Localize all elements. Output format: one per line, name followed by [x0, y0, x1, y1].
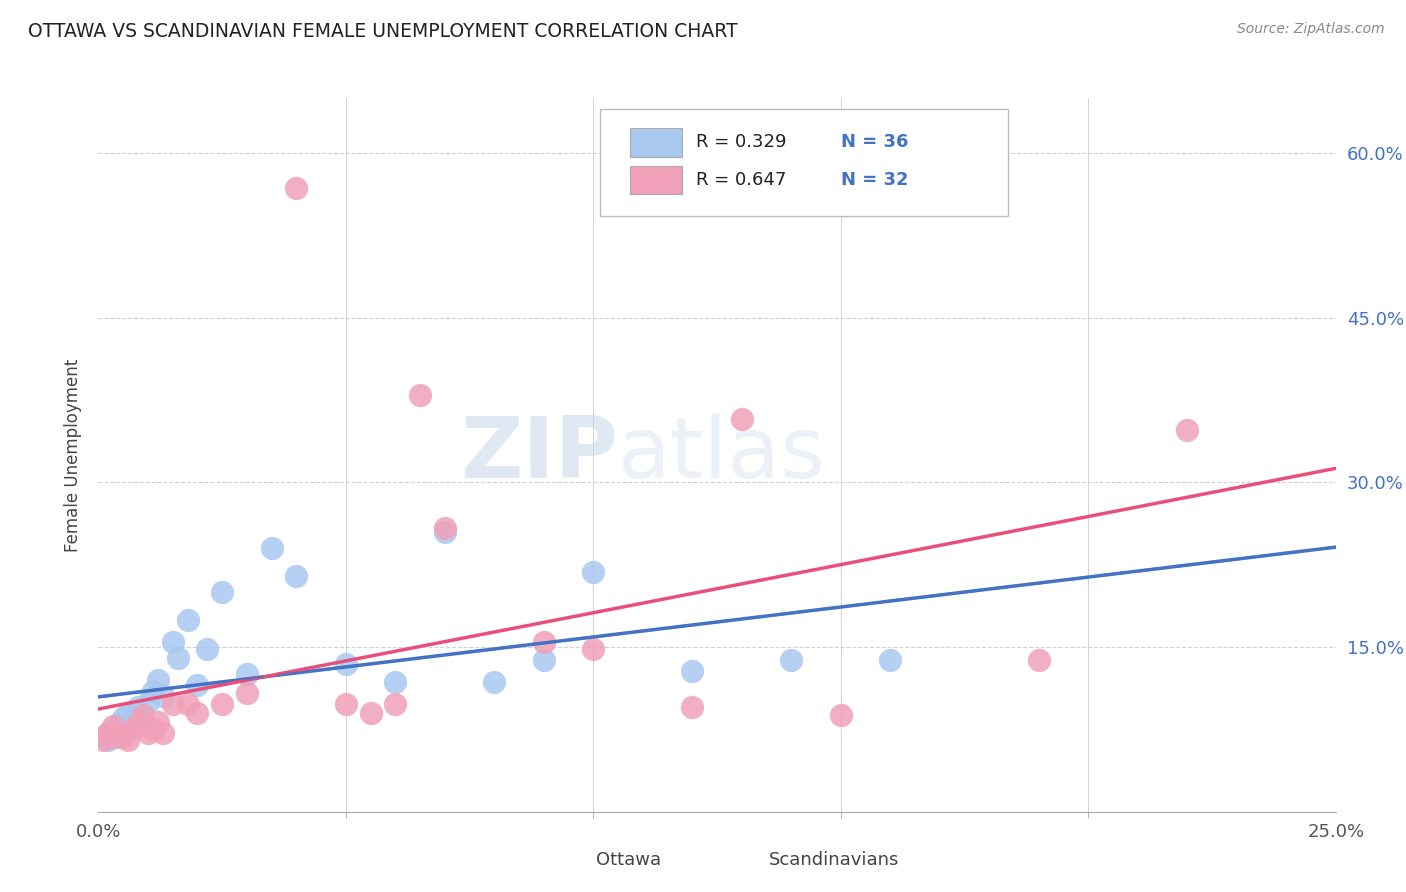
Point — [409, 387, 432, 401]
Point — [146, 673, 169, 687]
Point — [484, 675, 506, 690]
Point — [384, 675, 406, 690]
Text: ZIP: ZIP — [460, 413, 619, 497]
Point — [166, 651, 188, 665]
Point — [186, 678, 208, 692]
Point — [1175, 423, 1198, 437]
Point — [582, 642, 605, 657]
Text: Scandinavians: Scandinavians — [769, 851, 900, 869]
Point — [681, 664, 703, 678]
Point — [360, 706, 382, 720]
Point — [162, 634, 184, 648]
Point — [107, 730, 129, 744]
Point — [335, 657, 357, 671]
Point — [117, 706, 139, 720]
Point — [97, 733, 120, 747]
Point — [211, 697, 233, 711]
Point — [285, 181, 308, 195]
Point — [142, 684, 165, 698]
Point — [533, 653, 555, 667]
Point — [384, 697, 406, 711]
Point — [533, 634, 555, 648]
Point — [127, 717, 149, 731]
Text: N = 32: N = 32 — [841, 171, 908, 189]
Point — [1028, 653, 1050, 667]
Point — [112, 730, 135, 744]
Text: R = 0.647: R = 0.647 — [696, 171, 786, 189]
FancyBboxPatch shape — [711, 848, 758, 871]
Point — [260, 541, 283, 556]
Point — [433, 521, 456, 535]
Point — [127, 700, 149, 714]
Point — [103, 719, 125, 733]
FancyBboxPatch shape — [630, 128, 682, 157]
FancyBboxPatch shape — [630, 166, 682, 194]
Point — [97, 725, 120, 739]
Text: Ottawa: Ottawa — [596, 851, 661, 869]
Point — [112, 725, 135, 739]
Point — [236, 686, 259, 700]
Point — [236, 667, 259, 681]
Point — [186, 706, 208, 720]
Point — [103, 723, 125, 737]
FancyBboxPatch shape — [537, 848, 585, 871]
Point — [112, 711, 135, 725]
Point — [97, 725, 120, 739]
Point — [195, 642, 218, 657]
Point — [136, 695, 159, 709]
Point — [433, 524, 456, 539]
Point — [117, 719, 139, 733]
Y-axis label: Female Unemployment: Female Unemployment — [63, 359, 82, 551]
Point — [107, 725, 129, 739]
Point — [162, 697, 184, 711]
Text: R = 0.329: R = 0.329 — [696, 134, 786, 152]
Point — [176, 697, 198, 711]
Point — [152, 690, 174, 704]
Point — [136, 725, 159, 739]
Point — [122, 714, 145, 729]
Point — [582, 566, 605, 580]
Point — [176, 613, 198, 627]
Point — [132, 708, 155, 723]
Point — [731, 411, 754, 425]
Point — [107, 717, 129, 731]
Point — [103, 730, 125, 744]
Point — [103, 728, 125, 742]
Point — [142, 723, 165, 737]
Point — [335, 697, 357, 711]
Point — [93, 730, 115, 744]
Text: Source: ZipAtlas.com: Source: ZipAtlas.com — [1237, 22, 1385, 37]
Point — [879, 653, 901, 667]
Point — [830, 708, 852, 723]
Point — [211, 585, 233, 599]
Point — [681, 700, 703, 714]
Point — [117, 733, 139, 747]
Point — [132, 708, 155, 723]
FancyBboxPatch shape — [599, 109, 1008, 216]
Point — [780, 653, 803, 667]
Text: atlas: atlas — [619, 413, 827, 497]
Point — [146, 714, 169, 729]
Point — [285, 568, 308, 582]
Point — [93, 733, 115, 747]
Text: OTTAWA VS SCANDINAVIAN FEMALE UNEMPLOYMENT CORRELATION CHART: OTTAWA VS SCANDINAVIAN FEMALE UNEMPLOYME… — [28, 22, 738, 41]
Text: N = 36: N = 36 — [841, 134, 908, 152]
Point — [152, 725, 174, 739]
Point — [122, 723, 145, 737]
